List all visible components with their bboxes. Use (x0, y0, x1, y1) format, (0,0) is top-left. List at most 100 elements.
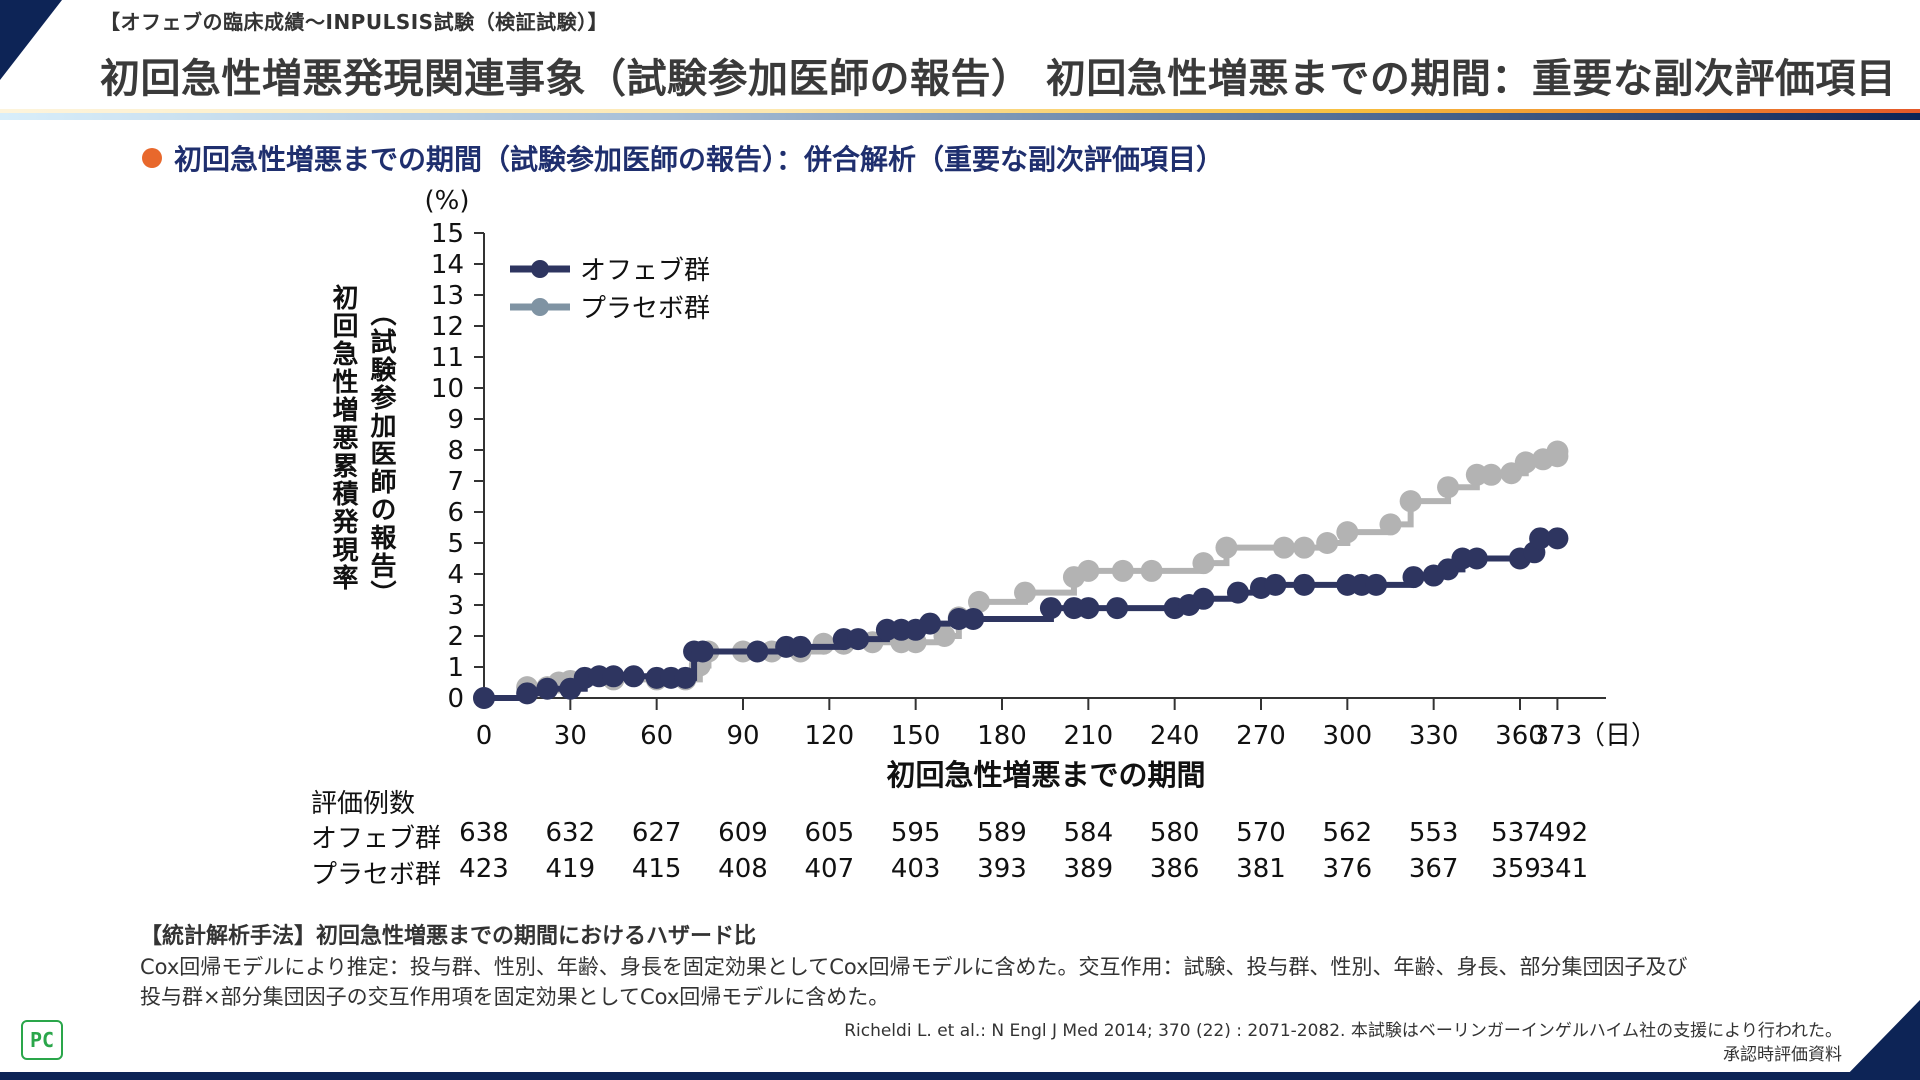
y-tick-label: 10 (431, 374, 464, 404)
data-point-ofev (1192, 587, 1215, 610)
bullet-icon (142, 148, 162, 168)
pc-logo: PC (21, 1020, 63, 1060)
data-point-ofev (674, 666, 697, 689)
risk-cell: 423 (459, 854, 509, 884)
data-point-placebo (1293, 536, 1316, 559)
data-point-ofev (602, 665, 625, 688)
x-tick-label: 30 (554, 721, 587, 751)
risk-cell: 341 (1538, 854, 1589, 884)
risk-cell: 570 (1236, 818, 1286, 848)
data-point-ofev (536, 677, 559, 700)
data-point-placebo (1014, 581, 1037, 604)
legend-placebo-label: プラセボ群 (580, 294, 710, 324)
risk-cell: 627 (631, 818, 682, 848)
y-tick-label: 15 (431, 219, 464, 249)
y-tick-label: 7 (447, 467, 464, 497)
data-point-placebo (1437, 476, 1460, 499)
x-tick-label: 270 (1236, 721, 1286, 751)
y-tick-label: 1 (447, 653, 464, 683)
y-axis-unit: (%) (425, 186, 470, 216)
data-point-ofev (1529, 527, 1552, 550)
x-tick-label: 240 (1150, 721, 1200, 751)
stats-method-line-1: Cox回帰モデルにより推定：投与群、性別、年齢、身長を固定効果としてCox回帰モ… (140, 955, 1688, 979)
y-tick-label: 11 (431, 343, 464, 373)
x-tick-label: 150 (891, 721, 941, 751)
y-tick-label: 12 (431, 312, 464, 342)
data-point-placebo (1480, 463, 1503, 486)
risk-row-label-ofev: オフェブ群 (311, 824, 442, 854)
data-point-placebo (1546, 440, 1569, 463)
risk-cell: 609 (718, 818, 768, 848)
data-point-ofev (919, 612, 942, 635)
x-tick-label: 373 (1533, 721, 1583, 751)
risk-cell: 632 (545, 818, 596, 848)
x-tick-label: 60 (640, 721, 673, 751)
risk-cell: 389 (1063, 854, 1114, 884)
risk-cell: 562 (1322, 818, 1373, 848)
data-point-ofev (847, 628, 870, 651)
risk-cell: 584 (1063, 818, 1114, 848)
risk-cell: 376 (1322, 854, 1373, 884)
numbers-at-risk-title: 評価例数 (311, 789, 416, 819)
y-tick-label: 6 (447, 498, 464, 528)
x-tick-label: 120 (805, 721, 855, 751)
breadcrumb: 【オフェブの臨床成績〜INPULSIS試験（検証試験）】 (100, 10, 609, 34)
risk-cell: 589 (977, 818, 1027, 848)
y-tick-label: 0 (447, 684, 464, 714)
risk-cell: 393 (977, 854, 1027, 884)
risk-cell: 580 (1149, 818, 1200, 848)
y-axis-label-main: 初回急性増悪累積発現率 (328, 284, 358, 592)
y-axis-label-sub: （試験参加医師の報告） (366, 300, 396, 608)
data-point-placebo (1111, 559, 1134, 582)
x-tick-label: 180 (977, 721, 1027, 751)
risk-cell: 408 (718, 854, 768, 884)
x-tick-label: 90 (726, 721, 759, 751)
data-point-ofev (746, 640, 769, 663)
risk-cell: 359 (1491, 854, 1541, 884)
risk-cell: 386 (1149, 854, 1200, 884)
section-heading-text: 初回急性増悪までの期間（試験参加医師の報告）：併合解析（重要な副次評価項目） (174, 143, 1225, 176)
data-point-ofev (516, 682, 539, 705)
stats-method-line-2: 投与群×部分集団因子の交互作用項を固定効果としてCox回帰モデルに含めた。 (140, 985, 890, 1009)
data-point-placebo (1316, 532, 1339, 554)
data-point-ofev (1226, 581, 1249, 604)
header-divider-accent (0, 109, 1920, 113)
x-tick-label: 360 (1495, 721, 1545, 751)
data-point-ofev (1039, 597, 1062, 620)
data-point-ofev (622, 665, 645, 688)
risk-cell: 605 (804, 818, 855, 848)
risk-cell: 492 (1538, 818, 1589, 848)
data-point-placebo (1514, 451, 1537, 474)
data-point-ofev (1402, 566, 1425, 589)
risk-cell: 415 (631, 854, 682, 884)
data-point-ofev (1264, 573, 1287, 596)
data-point-ofev (1106, 597, 1129, 620)
risk-row-label-placebo: プラセボ群 (311, 860, 442, 890)
data-point-placebo (1273, 536, 1296, 559)
x-tick-label: 210 (1064, 721, 1114, 751)
series-line-ofev (484, 535, 1558, 701)
data-point-ofev (473, 687, 495, 709)
risk-cell: 367 (1408, 854, 1459, 884)
risk-cell: 537 (1491, 818, 1541, 848)
risk-cell: 419 (545, 854, 596, 884)
series-line-placebo (484, 451, 1561, 701)
risk-cell: 403 (890, 854, 941, 884)
citation: Richeldi L. et al.: N Engl J Med 2014; 3… (844, 1021, 1842, 1041)
legend-placebo-marker (531, 298, 549, 316)
x-axis-label: 初回急性増悪までの期間 (886, 758, 1205, 792)
data-point-ofev (962, 607, 985, 630)
data-point-placebo (1192, 552, 1215, 575)
data-point-placebo (812, 632, 835, 655)
data-point-placebo (1077, 559, 1100, 582)
risk-cell: 638 (459, 818, 509, 848)
y-tick-label: 8 (447, 436, 464, 466)
data-point-ofev (1077, 597, 1100, 620)
data-point-placebo (1399, 490, 1422, 513)
y-tick-label: 3 (447, 591, 464, 621)
y-tick-label: 9 (447, 405, 464, 435)
data-point-ofev (789, 635, 812, 658)
data-point-ofev (1365, 573, 1388, 596)
section-heading: 初回急性増悪までの期間（試験参加医師の報告）：併合解析（重要な副次評価項目） (142, 138, 1224, 178)
